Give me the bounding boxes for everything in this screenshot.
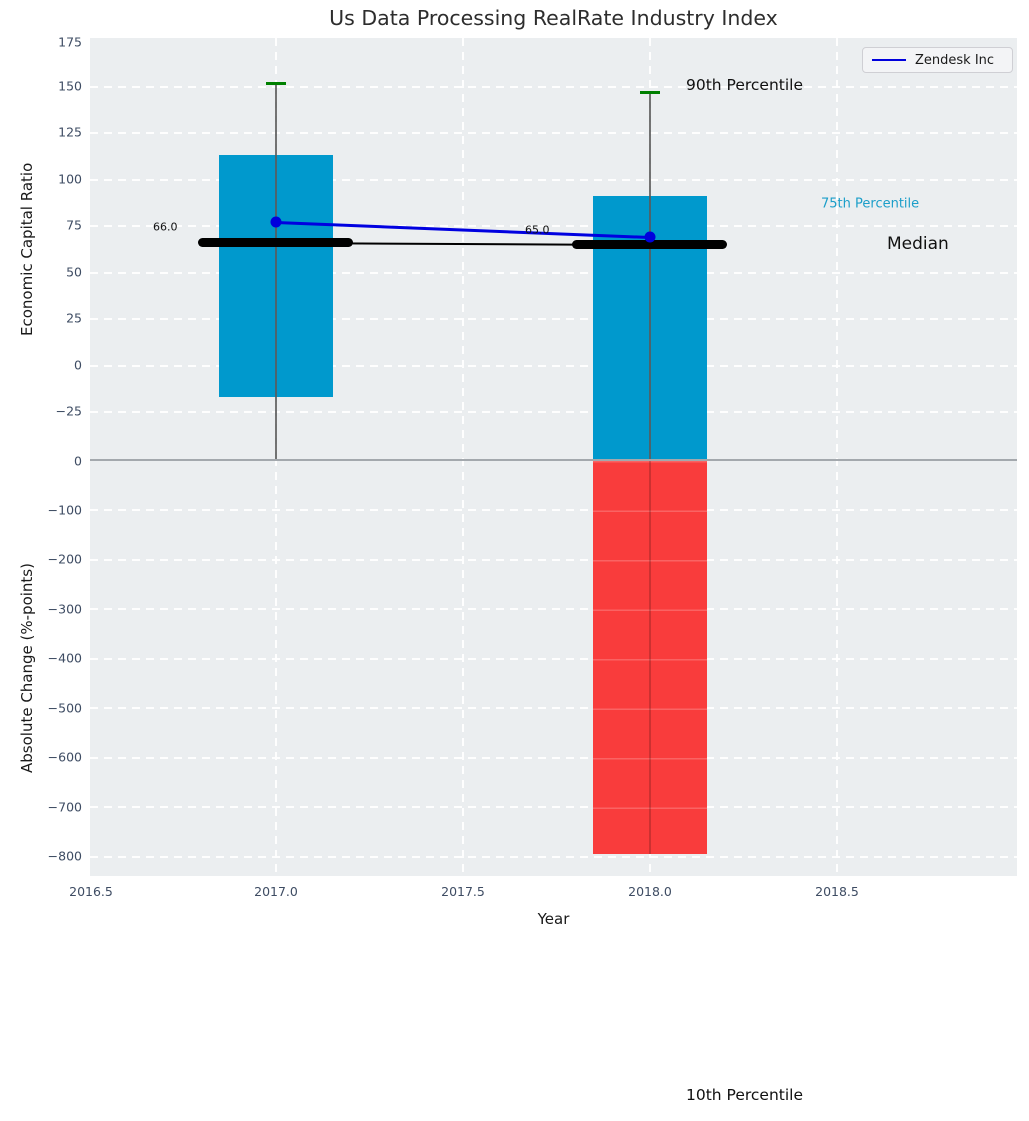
x-tick: 2018.5 [815, 884, 859, 899]
legend-label: Zendesk Inc [915, 52, 995, 68]
y-tick-bottom: −400 [47, 650, 82, 666]
gridline-h [90, 509, 1017, 511]
y-tick-bottom: −700 [47, 799, 82, 815]
x-tick: 2016.5 [69, 884, 113, 899]
gridline-h [90, 608, 1017, 610]
p10-annotation: 10th Percentile [686, 1086, 804, 1104]
gridline-h [90, 272, 1017, 274]
gridline-overlay [593, 461, 707, 854]
x-axis-label: Year [537, 910, 570, 928]
gridline-h [90, 707, 1017, 709]
y-tick-top: 100 [58, 171, 82, 187]
y-tick-top: 175 [58, 34, 82, 50]
whisker-2017 [275, 84, 277, 460]
top-y-axis-label: Economic Capital Ratio [18, 162, 36, 336]
gridline-h [90, 86, 1017, 88]
y-tick-top: 25 [66, 310, 82, 326]
y-tick-top: −25 [55, 403, 82, 419]
y-tick-top: 150 [58, 78, 82, 94]
gridline-h [90, 365, 1017, 367]
median-annotation: Median [887, 234, 949, 254]
whisker-2018 [649, 93, 651, 460]
change-bar-2018 [593, 461, 707, 854]
gridline-v [836, 38, 838, 876]
company-point-2017 [270, 216, 282, 228]
gridline-h [90, 658, 1017, 660]
gridline-h [90, 179, 1017, 181]
zero-baseline [90, 459, 1017, 461]
gridline-h [90, 132, 1017, 134]
y-tick-top: 75 [66, 217, 82, 233]
company-point-2018 [644, 231, 656, 243]
p90-cap-2018 [640, 91, 660, 94]
y-tick-top: 50 [66, 264, 82, 280]
gridline-h [90, 757, 1017, 759]
legend: Zendesk Inc [862, 47, 1013, 73]
gridline-h [90, 318, 1017, 320]
x-tick: 2017.0 [254, 884, 298, 899]
gridline-h [90, 225, 1017, 227]
plot-area: 66.0 65.0 90th Percentile 75th Percentil… [90, 38, 1017, 876]
y-tick-top: 0 [74, 357, 82, 373]
median-segment-2017 [198, 238, 353, 247]
y-tick-bottom: −800 [47, 848, 82, 864]
x-tick: 2018.0 [628, 884, 672, 899]
whisker-2018-bottom [649, 461, 651, 854]
median-value-label-2017: 66.0 [153, 220, 178, 234]
y-tick-bottom: −100 [47, 502, 82, 518]
median-segment-2018 [572, 240, 727, 249]
p90-annotation: 90th Percentile [686, 76, 804, 94]
y-tick-bottom: −500 [47, 700, 82, 716]
gridline-h [90, 856, 1017, 858]
y-tick-bottom: −300 [47, 601, 82, 617]
median-value-label-2018: 65.0 [525, 223, 550, 237]
x-tick: 2017.5 [441, 884, 485, 899]
gridline-h [90, 806, 1017, 808]
legend-line-icon [872, 58, 906, 62]
gridline-v [462, 38, 464, 876]
gridline-h [90, 411, 1017, 413]
y-tick-bottom: 0 [74, 453, 82, 469]
y-tick-bottom: −200 [47, 551, 82, 567]
gridline-h [90, 559, 1017, 561]
y-tick-top: 125 [58, 124, 82, 140]
y-tick-bottom: −600 [47, 749, 82, 765]
chart-title: Us Data Processing RealRate Industry Ind… [329, 6, 778, 30]
p75-annotation: 75th Percentile [821, 196, 920, 212]
p90-cap-2017 [266, 82, 286, 85]
